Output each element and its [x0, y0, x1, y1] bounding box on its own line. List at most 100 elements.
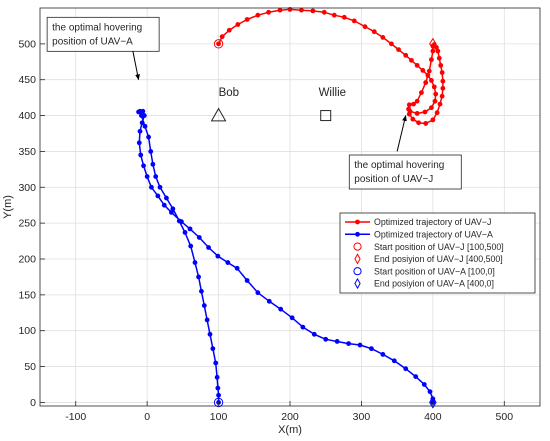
- data-point: [234, 265, 240, 271]
- data-point: [421, 382, 427, 387]
- data-point: [403, 366, 409, 372]
- data-point: [192, 260, 198, 265]
- data-point: [204, 317, 210, 323]
- data-point: [416, 120, 421, 126]
- annotation-text: position of UAV−A: [52, 36, 133, 47]
- data-point: [214, 374, 220, 380]
- data-point: [244, 278, 250, 283]
- data-point: [138, 152, 144, 158]
- data-point: [155, 193, 161, 199]
- data-point: [430, 117, 436, 123]
- annotation-text: position of UAV−J: [354, 174, 433, 185]
- data-point: [362, 24, 368, 30]
- legend-entry: End posiyion of UAV−A [400,0]: [374, 279, 494, 289]
- data-point: [411, 101, 416, 107]
- landmark-square: [320, 110, 332, 122]
- data-point: [380, 35, 386, 40]
- data-point: [438, 62, 444, 68]
- data-point: [334, 339, 340, 344]
- data-point: [157, 184, 163, 190]
- x-axis-label: X(m): [278, 424, 302, 436]
- data-point: [396, 47, 401, 52]
- data-point: [201, 303, 207, 309]
- data-point: [255, 12, 261, 18]
- data-point: [423, 80, 429, 85]
- data-point: [216, 392, 221, 398]
- tick-labels: -100 0 100 200 300 400 500 0 50 100 150 200 250 300 35…: [18, 38, 513, 423]
- data-point: [321, 9, 327, 15]
- series-0: [216, 7, 446, 126]
- data-point: [331, 12, 337, 18]
- y-tick-label: 100: [18, 325, 36, 337]
- y-tick-label: 200: [18, 253, 36, 265]
- data-point: [414, 98, 420, 104]
- x-tick-label: 100: [210, 411, 228, 423]
- legend-marker-swatch: [353, 267, 362, 276]
- data-point: [311, 331, 317, 337]
- landmark-triangle: [210, 107, 227, 122]
- data-point: [434, 110, 440, 116]
- y-tick-label: 50: [24, 361, 36, 373]
- data-point: [169, 209, 174, 215]
- data-point: [425, 73, 431, 78]
- data-point: [266, 298, 272, 304]
- data-point: [431, 84, 437, 90]
- data-point: [150, 161, 156, 167]
- data-point: [406, 102, 412, 108]
- data-point: [413, 374, 419, 379]
- y-tick-label: 400: [18, 110, 36, 122]
- start-marker: [213, 39, 224, 49]
- data-point: [207, 331, 213, 337]
- data-point: [440, 85, 446, 91]
- data-point: [136, 140, 142, 146]
- data-point: [426, 68, 432, 74]
- data-point: [215, 253, 221, 259]
- annotation-1: the optimal hovering position of UAV−J: [348, 114, 462, 190]
- y-tick-label: 0: [30, 397, 36, 409]
- data-point: [187, 226, 193, 232]
- data-point: [278, 306, 284, 312]
- data-point: [235, 22, 241, 27]
- data-point: [277, 7, 283, 13]
- y-tick-label: 300: [18, 182, 36, 194]
- data-point: [299, 7, 304, 13]
- y-tick-label: 150: [18, 289, 36, 301]
- x-tick-label: 500: [496, 411, 514, 423]
- legend-entry: Start position of UAV−J [100,500]: [374, 242, 504, 252]
- data-point: [429, 78, 434, 83]
- x-tick-label: 300: [353, 411, 371, 423]
- data-point: [420, 67, 426, 73]
- data-point: [323, 336, 329, 342]
- data-point: [137, 128, 143, 134]
- legend-box: [339, 212, 536, 294]
- data-point: [196, 235, 202, 240]
- data-point: [144, 174, 150, 179]
- data-point: [255, 290, 261, 296]
- y-tick-label: 450: [18, 74, 36, 86]
- data-point: [179, 219, 184, 225]
- data-point: [429, 105, 434, 111]
- legend-dot-swatch: [355, 231, 360, 237]
- data-point: [199, 288, 204, 294]
- data-point: [414, 111, 420, 116]
- data-point: [188, 243, 194, 249]
- data-point: [439, 93, 445, 99]
- data-point: [440, 78, 446, 84]
- data-point: [153, 174, 159, 179]
- x-tick-label: 0: [144, 411, 150, 423]
- data-point: [210, 346, 216, 352]
- data-point: [196, 274, 201, 280]
- landmark-label: Bob: [219, 87, 239, 99]
- data-point: [437, 101, 443, 107]
- grid: [40, 8, 540, 406]
- annotation-arrow: [132, 50, 140, 81]
- data-point: [266, 9, 271, 15]
- annotation-box: [348, 154, 462, 190]
- data-point: [141, 113, 147, 118]
- data-point: [414, 62, 420, 68]
- annotation-box: [46, 16, 160, 52]
- data-point: [432, 98, 438, 104]
- data-point: [433, 91, 439, 97]
- y-tick-label: 350: [18, 146, 36, 158]
